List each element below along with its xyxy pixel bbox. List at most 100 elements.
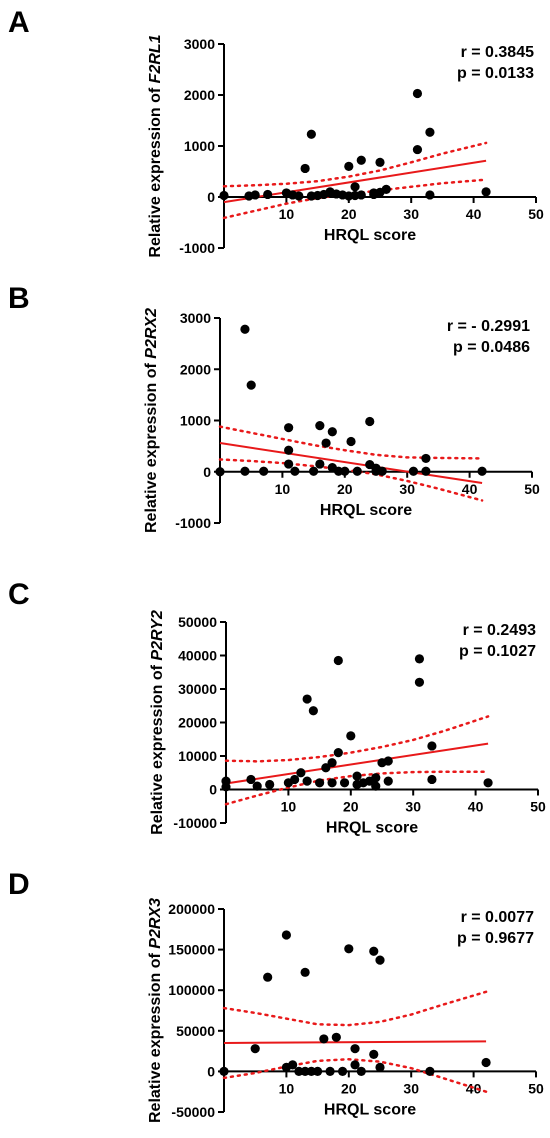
y-tick-label: 40000 [178, 648, 217, 664]
data-point [306, 129, 316, 139]
data-point [321, 763, 331, 773]
x-tick-label: 10 [275, 481, 291, 497]
r-value-label: r = 0.0077 [461, 909, 535, 926]
regression-line [219, 442, 483, 485]
data-point [325, 1066, 335, 1076]
data-point [340, 466, 350, 476]
data-point [356, 1066, 366, 1076]
confidence-band-upper [222, 990, 488, 1027]
data-point [421, 466, 431, 476]
p-value-label: p = 0.0486 [453, 339, 530, 356]
y-tick-label: 2000 [180, 361, 211, 377]
y-axis-title-gene: P2RX2 [143, 308, 160, 359]
data-point [481, 187, 491, 197]
data-point [240, 466, 250, 476]
r-value-label: r = 0.3845 [461, 44, 535, 61]
p-value-label: p = 0.1027 [459, 643, 536, 660]
data-point [327, 778, 337, 788]
data-point [375, 157, 385, 167]
r-value-label: r = 0.2493 [463, 622, 537, 639]
scatter-chart-a: -1000 0 1000 2000 3000 10 20 30 40 50 HRQL score Re… [147, 34, 544, 257]
data-point [333, 748, 343, 758]
scatter-chart-d: -50000 0 50000 100000 150000 200000 10 20 30 40 50… [147, 898, 544, 1123]
p-value-label: p = 0.0133 [457, 65, 534, 82]
data-point [412, 88, 423, 99]
data-point [352, 771, 362, 781]
y-tick-label: 0 [203, 464, 211, 480]
data-point [375, 1062, 385, 1072]
scatter-chart-c: -10000 0 10000 20000 30000 40000 50000 10 20 30 40… [149, 610, 546, 836]
scatter-chart-b: -1000 0 1000 2000 3000 10 20 30 40 50 HRQL score Re… [143, 308, 540, 533]
y-axis-title: Relative expression of P2RX2 [143, 308, 160, 533]
data-point [252, 781, 262, 791]
data-point [284, 423, 294, 433]
x-tick-label: 20 [343, 799, 359, 815]
data-point [265, 779, 275, 790]
data-point [284, 459, 294, 469]
data-point [346, 436, 356, 447]
y-tick-label: 1000 [180, 413, 211, 429]
data-point [365, 416, 375, 427]
data-point [369, 1049, 379, 1059]
panel-letter: C [8, 578, 30, 611]
data-point [414, 677, 425, 687]
y-axis-title-gene: P2RX3 [147, 898, 164, 949]
panel-b: B -1000 0 1000 2000 3000 10 20 30 40 50 HRQL score… [0, 280, 550, 560]
data-point [421, 453, 431, 464]
y-tick-label: -10000 [173, 815, 217, 831]
data-point [246, 774, 256, 785]
y-tick-label: 100000 [168, 982, 215, 998]
data-point [300, 967, 310, 977]
data-point [481, 1057, 491, 1068]
x-tick-label: 30 [403, 1080, 419, 1096]
y-tick-label: 10000 [178, 748, 217, 764]
x-tick-label: 30 [403, 206, 419, 222]
data-point [350, 1060, 360, 1070]
x-tick-label: 20 [337, 481, 353, 497]
data-point [263, 972, 273, 982]
data-point [302, 694, 312, 704]
x-tick-label: 50 [528, 1080, 544, 1096]
y-axis-title-gene: F2RL1 [147, 34, 164, 83]
data-point [288, 1060, 298, 1070]
x-tick-label: 50 [530, 799, 546, 815]
y-tick-label: 200000 [168, 901, 215, 917]
y-tick-label: 1000 [184, 138, 215, 154]
x-axis-title: HRQL score [320, 502, 412, 519]
y-axis-title-prefix: Relative expression of [149, 661, 166, 835]
y-tick-label: 3000 [184, 36, 215, 52]
data-point [281, 930, 291, 940]
data-point [350, 182, 360, 192]
x-axis-title: HRQL score [324, 227, 416, 244]
data-point [240, 324, 250, 334]
data-point [346, 731, 356, 741]
data-point [356, 155, 366, 165]
x-tick-label: 40 [462, 481, 478, 497]
y-tick-label: 0 [207, 189, 215, 205]
confidence-band-lower [224, 770, 490, 806]
data-point [375, 955, 385, 965]
data-point [294, 191, 304, 201]
data-point [425, 127, 435, 137]
y-tick-label: 50000 [178, 614, 217, 630]
data-point [315, 459, 325, 469]
y-axis-title: Relative expression of F2RL1 [147, 34, 164, 257]
y-tick-label: -1000 [179, 240, 215, 256]
data-point [427, 774, 437, 785]
x-tick-label: 20 [341, 206, 357, 222]
data-point [477, 466, 487, 476]
panel-a: A -1000 0 1000 2000 3000 10 20 30 40 50 HRQL score… [0, 0, 550, 280]
data-point [371, 781, 381, 791]
y-tick-label: 0 [207, 1063, 215, 1079]
data-point [290, 774, 300, 785]
data-point [425, 190, 435, 200]
x-axis-title: HRQL score [324, 1101, 416, 1118]
x-tick-label: 40 [466, 1080, 482, 1096]
y-tick-label: 20000 [178, 715, 217, 731]
panel-d: D -50000 0 50000 100000 150000 200000 10 20 30 40… [0, 848, 550, 1138]
data-point [369, 946, 379, 956]
x-tick-label: 10 [279, 206, 295, 222]
x-tick-label: 10 [281, 799, 297, 815]
data-point [383, 756, 393, 766]
data-point [319, 1034, 329, 1044]
